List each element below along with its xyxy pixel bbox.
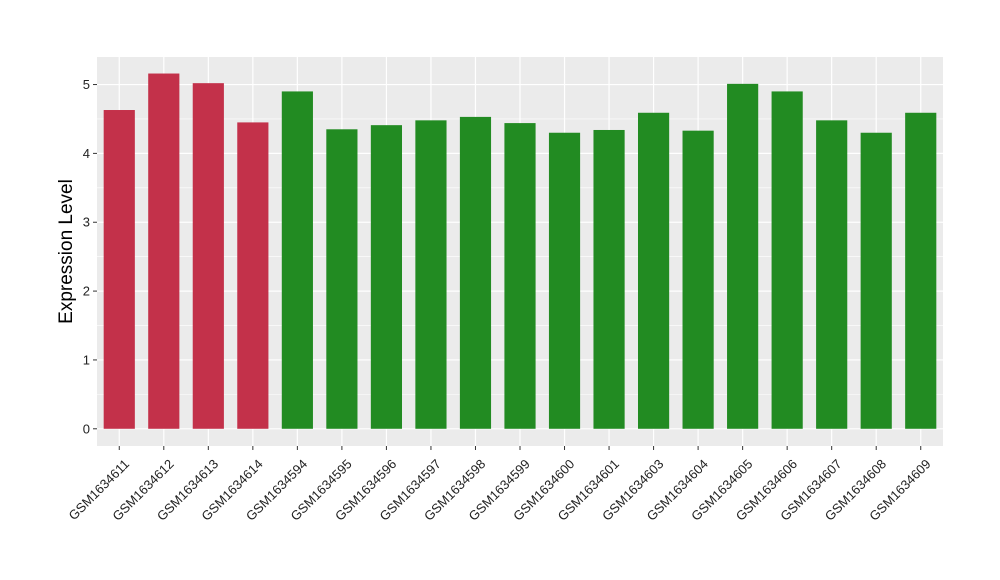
y-tick-label: 1 <box>83 352 90 367</box>
bars <box>103 73 937 429</box>
y-axis: 0 1 2 3 4 5 <box>83 77 97 436</box>
y-axis-title: Expression Level <box>56 179 77 324</box>
bar-GSM1634604 <box>682 130 714 429</box>
bar-GSM1634596 <box>370 125 403 429</box>
bar-GSM1634605 <box>727 83 759 429</box>
x-axis: GSM1634611GSM1634612GSM1634613GSM1634614… <box>66 446 934 524</box>
y-tick-label: 4 <box>83 146 90 161</box>
bar-GSM1634613 <box>192 83 224 429</box>
bar-GSM1634612 <box>148 73 180 429</box>
y-tick-label: 0 <box>83 421 90 436</box>
bar-GSM1634614 <box>237 122 269 429</box>
bar-GSM1634598 <box>459 116 492 429</box>
y-tick-label: 3 <box>83 215 90 230</box>
bar-GSM1634600 <box>548 132 581 429</box>
bar-GSM1634595 <box>326 129 358 429</box>
bar-GSM1634611 <box>103 110 135 429</box>
bar-GSM1634599 <box>504 123 536 429</box>
bar-GSM1634608 <box>860 132 892 429</box>
bar-GSM1634597 <box>415 120 447 429</box>
y-tick-label: 5 <box>83 77 90 92</box>
y-tick-label: 2 <box>83 284 90 299</box>
bar-GSM1634594 <box>281 91 313 429</box>
bar-GSM1634601 <box>593 129 625 429</box>
bar-GSM1634603 <box>637 112 670 429</box>
bar-GSM1634607 <box>816 120 848 429</box>
bar-GSM1634609 <box>905 112 937 429</box>
bar-GSM1634606 <box>771 91 803 429</box>
